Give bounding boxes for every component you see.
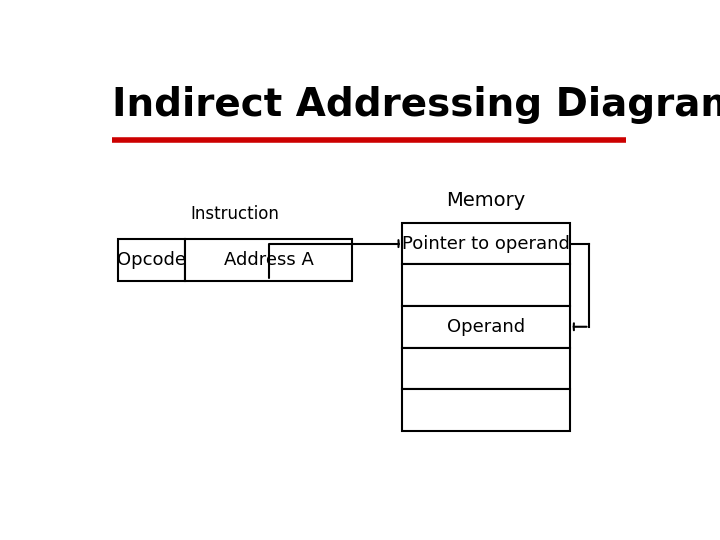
Bar (402, 265, 570, 306)
Text: Operand: Operand (447, 318, 526, 336)
Bar (402, 389, 570, 431)
Text: Pointer to operand: Pointer to operand (402, 234, 570, 253)
Text: Address A: Address A (224, 251, 313, 269)
Bar (402, 348, 570, 389)
Text: Instruction: Instruction (191, 205, 279, 223)
Bar (118, 239, 185, 281)
Text: Indirect Addressing Diagram: Indirect Addressing Diagram (112, 85, 720, 124)
Bar (402, 306, 570, 348)
Text: Opcode: Opcode (117, 251, 186, 269)
Text: Memory: Memory (446, 191, 526, 210)
Bar (185, 239, 352, 281)
Bar (402, 223, 570, 265)
